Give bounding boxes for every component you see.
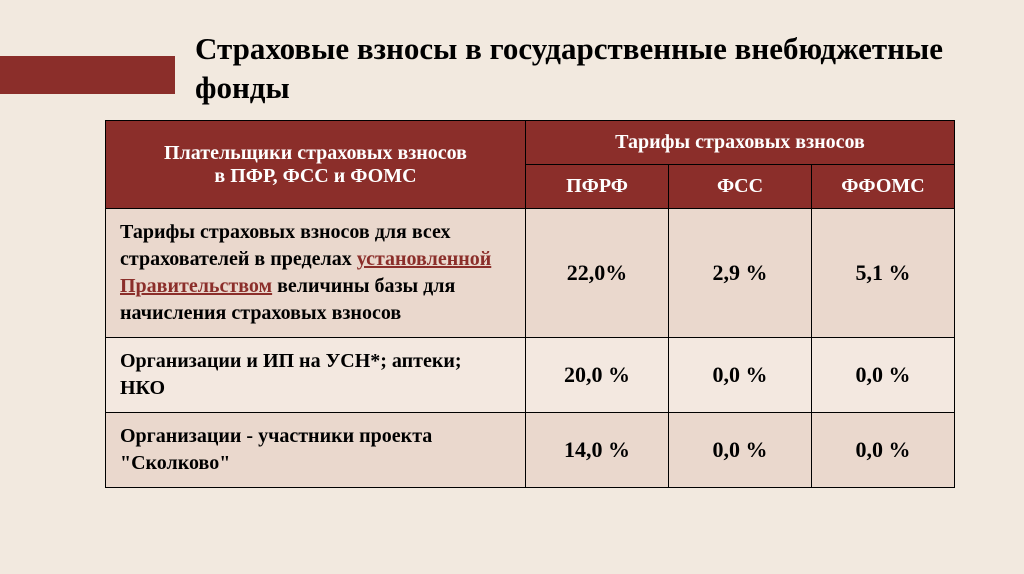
row-desc: Тарифы страховых взносов для всех страхо… xyxy=(106,209,526,338)
title-accent-band xyxy=(0,56,175,94)
header-payer-line1: Плательщики страховых взносов xyxy=(120,142,511,165)
row-val-ffoms: 5,1 % xyxy=(812,209,955,338)
row-val-ffoms: 0,0 % xyxy=(812,338,955,413)
row-val-pfrf: 22,0% xyxy=(526,209,669,338)
row-val-ffoms: 0,0 % xyxy=(812,413,955,488)
row-val-fss: 0,0 % xyxy=(669,338,812,413)
table-header-row-1: Плательщики страховых взносов в ПФР, ФСС… xyxy=(106,121,955,165)
row-desc: Организации и ИП на УСН*; аптеки; НКО xyxy=(106,338,526,413)
header-tariffs: Тарифы страховых взносов xyxy=(526,121,955,165)
insurance-table: Плательщики страховых взносов в ПФР, ФСС… xyxy=(105,120,955,488)
header-payer-line2: в ПФР, ФСС и ФОМС xyxy=(120,165,511,188)
row-val-fss: 2,9 % xyxy=(669,209,812,338)
slide-title: Страховые взносы в государственные внебю… xyxy=(195,30,1024,108)
row-desc: Организации - участники проекта "Сколков… xyxy=(106,413,526,488)
header-col-ffoms: ФФОМС xyxy=(812,165,955,209)
table-row: Тарифы страховых взносов для всех страхо… xyxy=(106,209,955,338)
header-col-fss: ФСС xyxy=(669,165,812,209)
header-col-pfrf: ПФРФ xyxy=(526,165,669,209)
row-val-pfrf: 14,0 % xyxy=(526,413,669,488)
row-val-fss: 0,0 % xyxy=(669,413,812,488)
table-row: Организации и ИП на УСН*; аптеки; НКО 20… xyxy=(106,338,955,413)
row-val-pfrf: 20,0 % xyxy=(526,338,669,413)
header-payer: Плательщики страховых взносов в ПФР, ФСС… xyxy=(106,121,526,209)
table-row: Организации - участники проекта "Сколков… xyxy=(106,413,955,488)
